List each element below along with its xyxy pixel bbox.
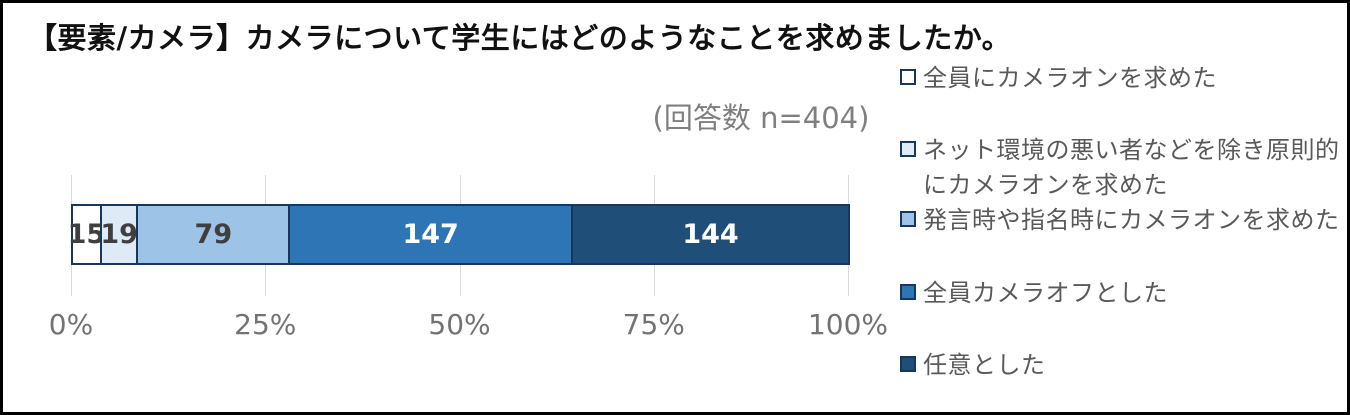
x-axis-tick-label: 100% — [807, 308, 889, 341]
bar-value-label: 147 — [402, 219, 459, 250]
legend-item: 任意とした — [900, 348, 1347, 383]
bar-segment: 15 — [68, 204, 105, 265]
stacked-bar: 15 19 79 147 144 — [68, 204, 850, 265]
chart-title: 【要素/カメラ】カメラについて学生にはどのようなことを求めましたか。 — [28, 21, 1012, 55]
legend-label: 発言時や指名時にカメラオンを求めた — [923, 206, 1340, 234]
legend-item: 発言時や指名時にカメラオンを求めた — [900, 203, 1347, 238]
bar-segment: 19 — [99, 204, 139, 265]
bar-value-label: 79 — [194, 219, 233, 250]
x-axis-tick-label: 50% — [428, 308, 491, 341]
legend-swatch-icon — [900, 211, 916, 227]
legend-label: 全員カメラオフとした — [923, 279, 1168, 307]
legend-label: ネット環境の悪い者などを除き原則的にカメラオンを求めた — [923, 136, 1340, 199]
bar-segment: 147 — [288, 204, 574, 265]
legend-label: 任意とした — [923, 351, 1046, 379]
legend-swatch-icon — [900, 69, 916, 85]
x-axis-tick-label: 0% — [48, 308, 94, 341]
bar-value-label: 144 — [682, 219, 739, 250]
legend-item: 全員にカメラオンを求めた — [900, 61, 1347, 96]
bar-segment: 144 — [571, 204, 850, 265]
legend-swatch-icon — [900, 284, 916, 300]
legend-item: ネット環境の悪い者などを除き原則的にカメラオンを求めた — [900, 133, 1347, 203]
x-axis-tick-label: 25% — [234, 308, 297, 341]
legend-swatch-icon — [900, 356, 916, 372]
bar-segment: 79 — [136, 204, 291, 265]
response-count-annotation: (回答数 n=404) — [652, 101, 870, 135]
legend-item: 全員カメラオフとした — [900, 276, 1347, 311]
bar-value-label: 15 — [67, 219, 106, 250]
legend-label: 全員にカメラオンを求めた — [923, 64, 1217, 92]
x-axis-tick-label: 75% — [622, 308, 685, 341]
legend-swatch-icon — [900, 141, 916, 157]
bar-value-label: 19 — [100, 219, 138, 250]
